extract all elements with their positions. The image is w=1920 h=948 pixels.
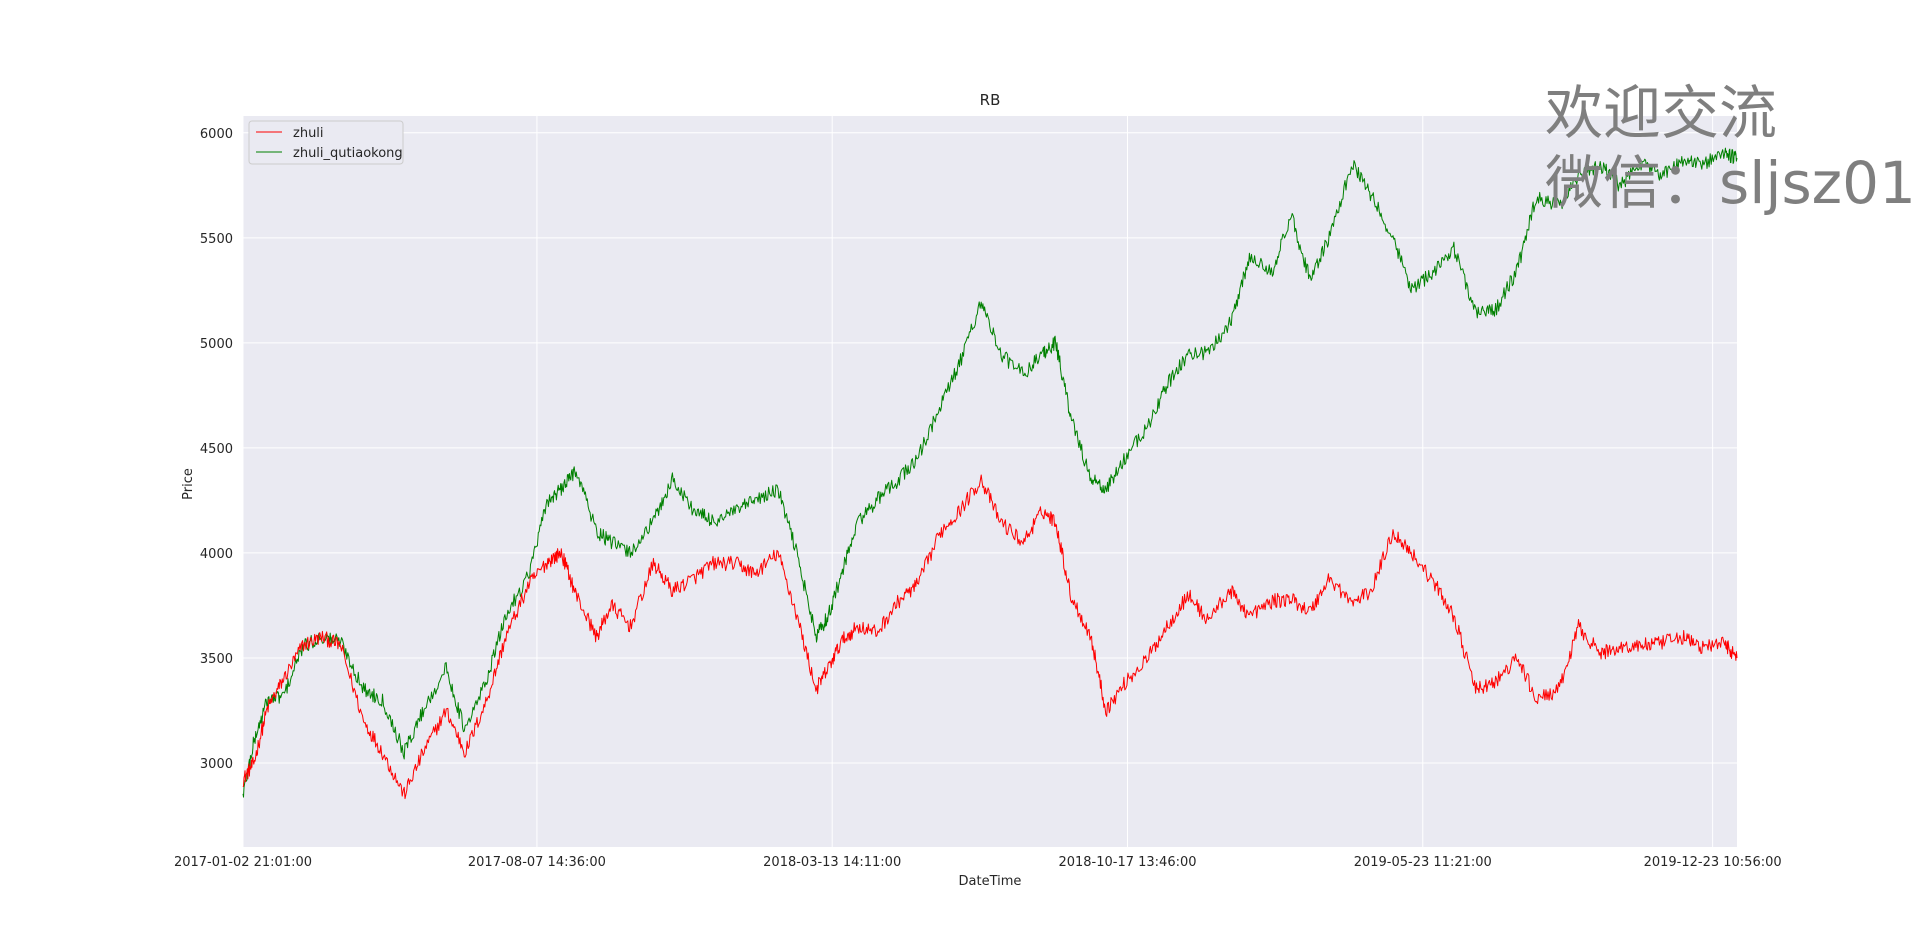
x-tick-label: 2019-12-23 10:56:00 — [1644, 855, 1782, 870]
x-axis-label: DateTime — [959, 874, 1022, 889]
y-tick-label: 4000 — [200, 547, 233, 562]
x-tick-label: 2019-05-23 11:21:00 — [1354, 855, 1492, 870]
x-tick-label: 2018-03-13 14:11:00 — [763, 855, 901, 870]
x-tick-labels: 2017-01-02 21:01:00 2017-08-07 14:36:00 20… — [174, 855, 1782, 870]
x-tick-label: 2017-01-02 21:01:00 — [174, 855, 312, 870]
x-tick-label: 2017-08-07 14:36:00 — [468, 855, 606, 870]
x-tick-label: 2018-10-17 13:46:00 — [1058, 855, 1196, 870]
legend-label-zhuli: zhuli — [293, 126, 324, 141]
y-tick-label: 3500 — [200, 652, 233, 667]
legend-label-zhuli-qutiaokong: zhuli_qutiaokong — [293, 146, 403, 161]
series-layer — [242, 147, 1738, 800]
plot-background — [243, 116, 1737, 847]
legend: zhuli zhuli_qutiaokong — [248, 120, 404, 165]
y-tick-label: 5500 — [200, 232, 233, 247]
y-tick-label: 3000 — [200, 757, 233, 772]
series-line-zhuli — [242, 474, 1738, 800]
legend-box — [248, 120, 404, 165]
chart-title: RB — [980, 91, 1001, 109]
y-tick-label: 5000 — [200, 337, 233, 352]
y-axis-label: Price — [181, 468, 196, 500]
y-tick-label: 6000 — [200, 127, 233, 142]
y-tick-labels: 3000 3500 4000 4500 5000 5500 6000 — [200, 127, 233, 772]
x-gridlines — [242, 116, 1714, 847]
y-tick-label: 4500 — [200, 442, 233, 457]
series-line-zhuli-qutiaokong — [242, 147, 1738, 798]
